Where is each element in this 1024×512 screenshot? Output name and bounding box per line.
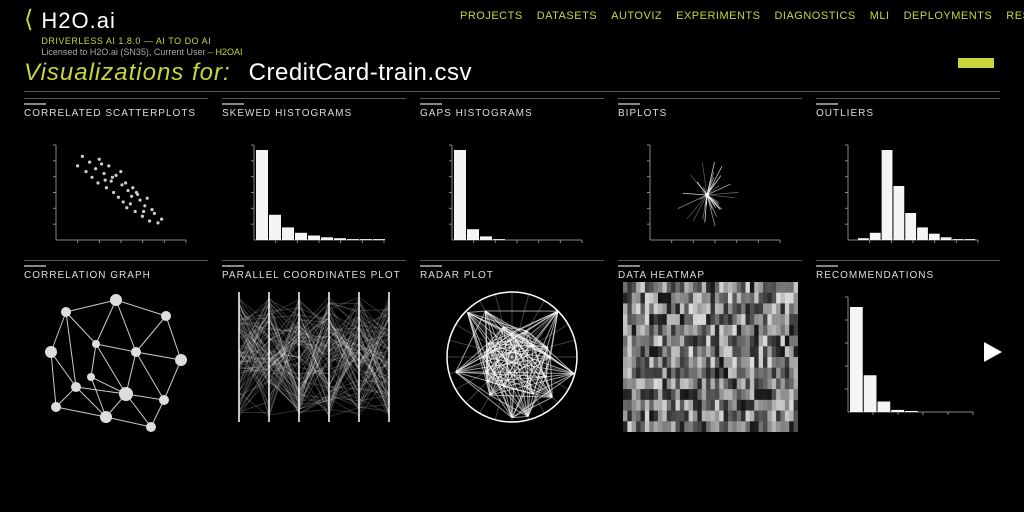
tagline: DRIVERLESS AI 1.8.0 — AI TO DO AI	[41, 36, 242, 46]
nav-resources[interactable]: RESOURCES	[1006, 10, 1024, 22]
thumb-gaps-histograms[interactable]	[420, 120, 604, 250]
thumb-recommendations[interactable]	[816, 282, 1000, 432]
back-chevron[interactable]: ⟨	[24, 8, 33, 32]
card-header-outliers: OUTLIERS	[816, 98, 1000, 120]
nav-experiments[interactable]: EXPERIMENTS	[676, 10, 760, 22]
thumb-data-heatmap[interactable]	[618, 282, 802, 432]
play-icon[interactable]	[984, 342, 1002, 362]
thumb-correlation-graph[interactable]	[24, 282, 208, 432]
logo: H2O.ai	[41, 8, 242, 34]
license-line: Licensed to H2O.ai (SN35), Current User …	[41, 47, 242, 57]
nav-deployments[interactable]: DEPLOYMENTS	[904, 10, 993, 22]
thumb-outliers[interactable]	[816, 120, 1000, 250]
card-header-skewed: SKEWED HISTOGRAMS	[222, 98, 406, 120]
thumb-parallel-coordinates[interactable]	[222, 282, 406, 432]
nav-projects[interactable]: PROJECTS	[460, 10, 523, 22]
card-header-heatmap: DATA HEATMAP	[618, 260, 802, 282]
thumb-skewed-histograms[interactable]	[222, 120, 406, 250]
page-title-label: Visualizations for:	[24, 59, 231, 87]
card-header-reco: RECOMMENDATIONS	[816, 260, 1000, 282]
card-header-biplots: BIPLOTS	[618, 98, 802, 120]
thumb-radar-plot[interactable]	[420, 282, 604, 432]
thumb-correlated-scatterplots[interactable]	[24, 120, 208, 250]
thumb-biplots[interactable]	[618, 120, 802, 250]
nav-diagnostics[interactable]: DIAGNOSTICS	[774, 10, 855, 22]
page-title-filename: CreditCard-train.csv	[249, 59, 472, 87]
card-header-gaps: GAPS HISTOGRAMS	[420, 98, 604, 120]
card-header-corrgraph: CORRELATION GRAPH	[24, 260, 208, 282]
accent-bar	[958, 58, 994, 68]
nav-autoviz[interactable]: AUTOVIZ	[611, 10, 662, 22]
main-nav: PROJECTS DATASETS AUTOVIZ EXPERIMENTS DI…	[460, 10, 1024, 22]
current-user: H2OAI	[215, 47, 242, 57]
nav-datasets[interactable]: DATASETS	[537, 10, 597, 22]
title-rule	[24, 91, 1000, 92]
card-header-radar: RADAR PLOT	[420, 260, 604, 282]
card-header-scatter: CORRELATED SCATTERPLOTS	[24, 98, 208, 120]
nav-mli[interactable]: MLI	[870, 10, 890, 22]
card-header-pcp: PARALLEL COORDINATES PLOT	[222, 260, 406, 282]
